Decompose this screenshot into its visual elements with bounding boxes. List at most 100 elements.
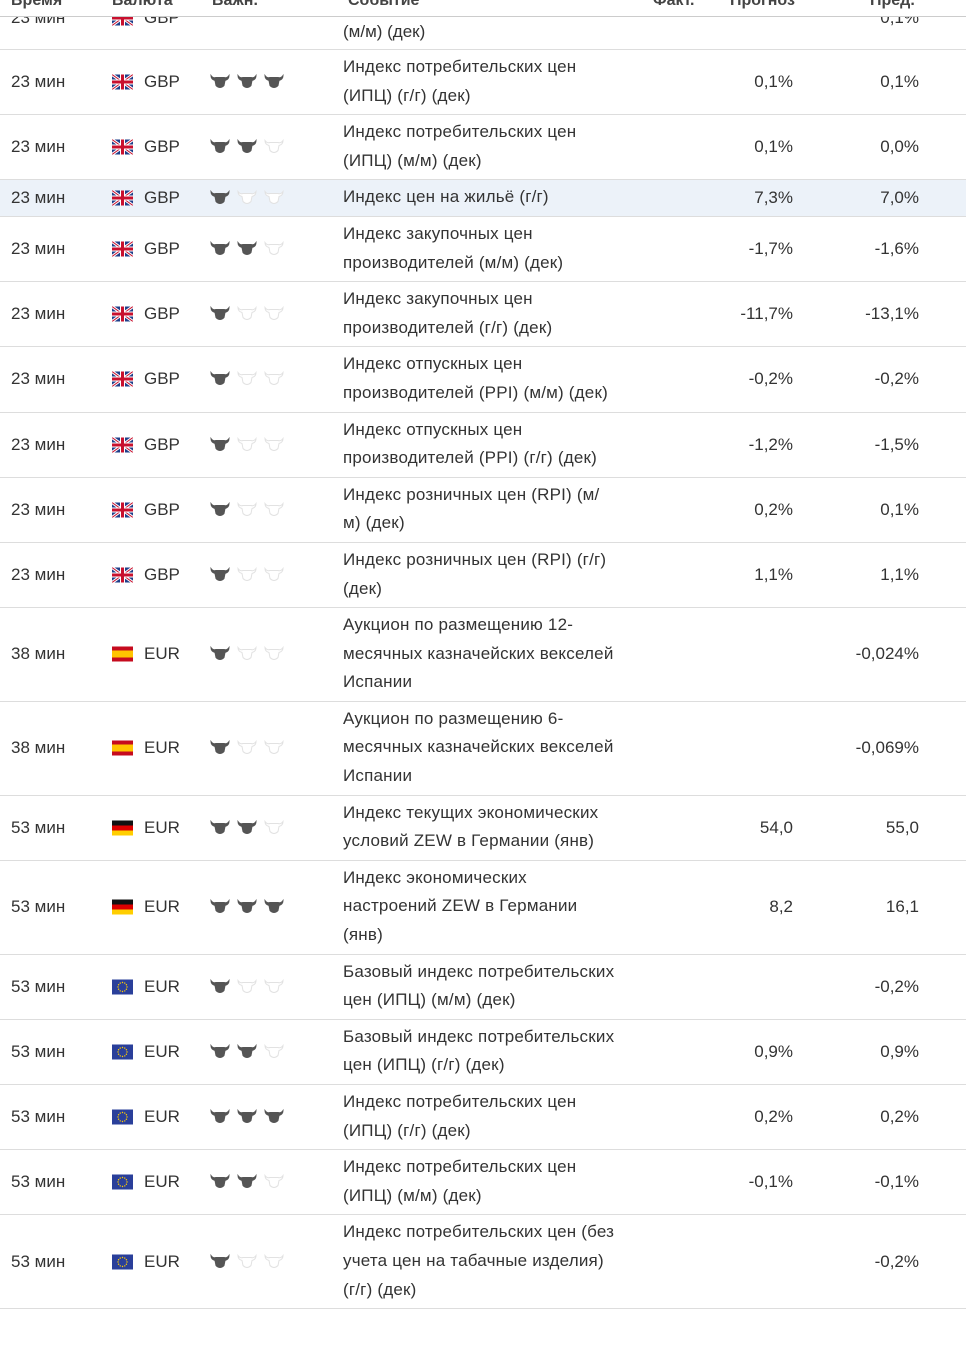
flag-star <box>126 1051 128 1053</box>
previous: -0,1% <box>874 1172 919 1192</box>
importance <box>210 139 284 154</box>
bull-shape <box>264 740 284 755</box>
previous: -0,2% <box>874 976 919 996</box>
event: Индекс потребительских цен (ИПЦ) (г/г) (… <box>343 57 577 105</box>
event: Индекс потребительских цен (ИПЦ) (м/м) (… <box>343 1157 577 1205</box>
currency: GBP <box>144 304 180 324</box>
bull-icon <box>210 1253 230 1268</box>
header-event: Событие <box>348 0 420 9</box>
flag-part <box>112 830 133 836</box>
bull-shape <box>210 436 230 451</box>
flag-star <box>121 1046 124 1049</box>
flag-star <box>117 1118 120 1121</box>
flag <box>112 190 133 206</box>
flag-star <box>117 1051 119 1053</box>
flag-star <box>124 1055 126 1057</box>
flag-part <box>112 1044 133 1060</box>
time: 38 мин <box>11 738 66 758</box>
bull-icon <box>237 740 257 755</box>
bull-icon <box>237 306 257 321</box>
bull-shape <box>264 1174 284 1189</box>
header-importance: Важн. <box>212 0 258 9</box>
table-row: Индекс закупочных цен производителей (г/… <box>0 282 966 348</box>
flag <box>112 1044 133 1060</box>
bull-shape <box>237 371 257 386</box>
bull-icon <box>210 73 230 89</box>
currency: GBP <box>144 72 180 92</box>
bull-shape <box>264 646 284 661</box>
forecast: 0,1% <box>754 137 793 157</box>
bull-shape <box>210 1043 230 1058</box>
bull-icon <box>264 240 284 256</box>
flag-star <box>121 1120 124 1123</box>
importance <box>210 371 284 386</box>
currency: EUR <box>144 1107 180 1127</box>
bull-shape <box>210 1174 230 1189</box>
flag-star <box>125 1048 128 1051</box>
flag-star <box>125 1053 128 1055</box>
bull-shape <box>264 566 284 581</box>
bull-icon <box>210 978 230 993</box>
bull-icon <box>264 139 284 154</box>
flag-star <box>117 988 120 990</box>
flag-part <box>112 820 133 826</box>
table-row: Индекс потребительских цен (ИПЦ) (г/г) (… <box>0 50 966 116</box>
bull-icon <box>237 1043 257 1058</box>
flag-star <box>119 989 121 992</box>
bull-shape <box>264 306 284 321</box>
bull-shape <box>210 646 230 661</box>
bull-icon <box>210 240 230 256</box>
flag-star <box>119 1185 121 1187</box>
flag-part <box>112 1254 133 1270</box>
bull-icon <box>264 566 284 581</box>
flag-part <box>112 1109 133 1125</box>
flag-star <box>121 1177 124 1179</box>
flag-star <box>124 1120 126 1122</box>
flag-star <box>117 1181 119 1183</box>
event: Индекс цен на жильё (г/г) <box>343 187 549 207</box>
table-row: Индекс текущих экономических условий ZEW… <box>0 796 966 861</box>
bull-shape <box>264 73 284 89</box>
table-row: Индекс отпускных цен производителей (PPI… <box>0 413 966 478</box>
bull-icon <box>237 1253 257 1268</box>
bull-icon <box>210 436 230 451</box>
bull-shape <box>237 646 257 661</box>
event: Аукцион по размещению 6-месячных казначе… <box>343 708 614 786</box>
bull-shape <box>237 306 257 321</box>
flag-star <box>124 1047 126 1049</box>
table-row: Индекс потребительских цен (без учета це… <box>0 1215 966 1310</box>
time: 53 мин <box>11 897 66 917</box>
importance <box>210 566 284 581</box>
bull-shape <box>210 139 230 154</box>
flag-star <box>119 1264 121 1267</box>
flag-star <box>117 983 120 986</box>
previous: -13,1% <box>865 304 919 324</box>
event: Индекс потребительских цен (ИПЦ) (г/г) (… <box>343 1092 577 1140</box>
forecast: -1,2% <box>748 434 793 454</box>
flag-star <box>121 1186 124 1188</box>
table-row: Индекс отпускных цен производителей (PPI… <box>0 347 966 413</box>
time: 23 мин <box>11 137 66 157</box>
bull-icon <box>264 501 284 516</box>
importance <box>210 306 284 321</box>
bull-shape <box>264 371 284 386</box>
importance <box>210 978 284 993</box>
importance <box>210 190 284 205</box>
event: Базовый индекс потребительских цен (ИПЦ)… <box>343 1026 615 1075</box>
bull-icon <box>264 899 284 914</box>
forecast: 8,2 <box>769 897 793 917</box>
bull-icon <box>237 1108 257 1124</box>
event: Индекс закупочных цен производителей (г/… <box>343 289 553 337</box>
flag-part <box>112 744 133 752</box>
flag-star <box>124 1112 126 1114</box>
bull-icon <box>264 646 284 661</box>
event: Индекс отпускных цен производителей (PPI… <box>343 419 597 468</box>
flag-star <box>124 982 126 984</box>
forecast: -1,7% <box>748 239 793 259</box>
bull-shape <box>210 1108 230 1124</box>
currency: GBP <box>144 369 180 389</box>
importance <box>210 1253 284 1268</box>
bull-icon <box>210 819 230 834</box>
bull-shape <box>210 978 230 993</box>
previous: 0,1% <box>880 72 919 92</box>
